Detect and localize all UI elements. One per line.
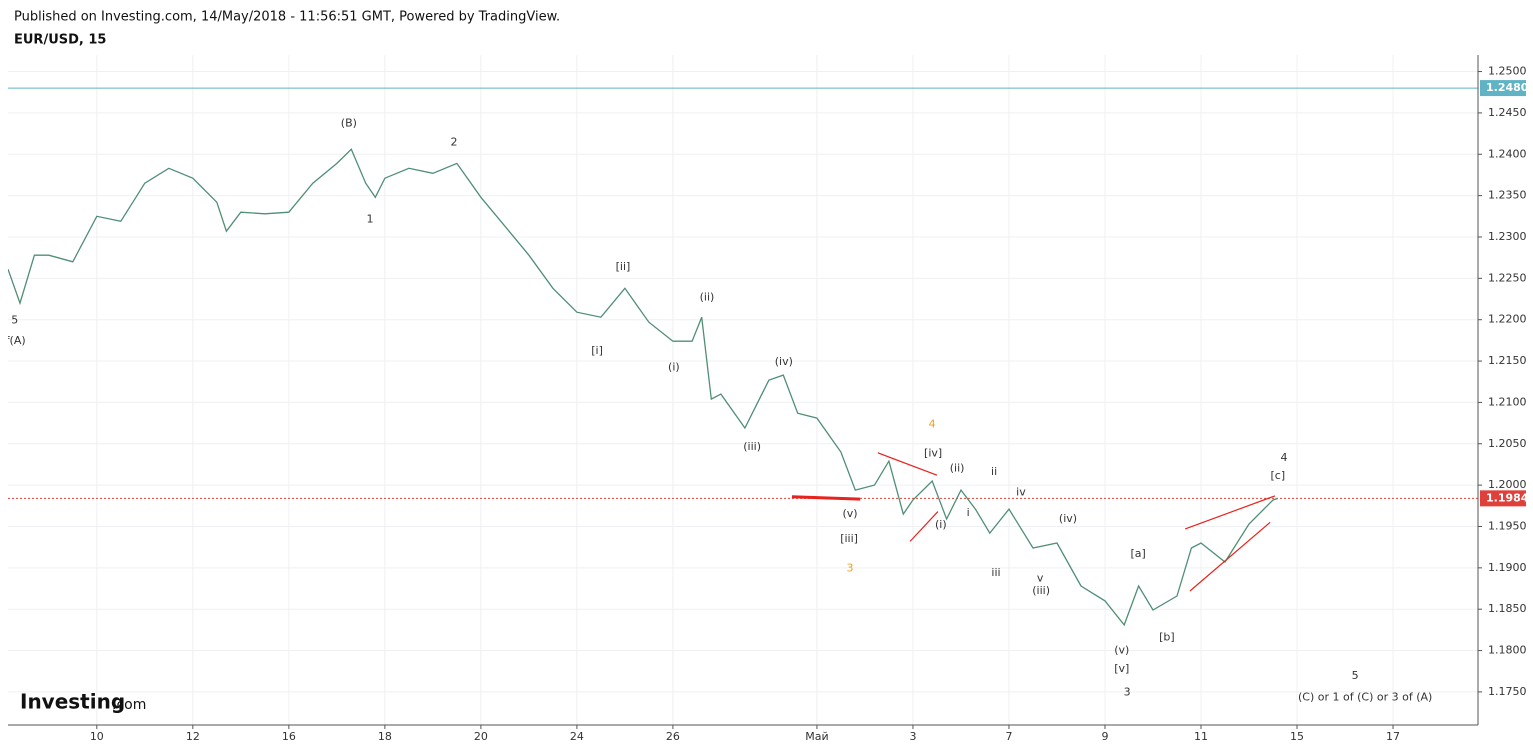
wave-label: 4 xyxy=(1281,451,1288,464)
published-note: Published on Investing.com, 14/May/2018 … xyxy=(14,10,560,25)
wave-label: [ii] xyxy=(616,260,631,273)
y-tick-label: 1.1950 xyxy=(1488,519,1527,532)
wave-label: (i) xyxy=(668,361,680,374)
wave-label: ii xyxy=(991,465,997,478)
y-tick-label: 1.2250 xyxy=(1488,271,1527,284)
wave-label: [b] xyxy=(1159,630,1175,643)
wave-label: 5 xyxy=(11,314,18,327)
logo-suffix: .com xyxy=(112,697,146,713)
wave-label: (B) xyxy=(341,117,357,130)
wave-label: (iii) xyxy=(1032,584,1050,597)
x-tick-label: 15 xyxy=(1290,730,1304,743)
x-tick-label: 11 xyxy=(1194,730,1208,743)
wave-label: [a] xyxy=(1130,547,1145,560)
y-tick-label: 1.1750 xyxy=(1488,685,1527,698)
wave-label: [v] xyxy=(1114,662,1129,675)
x-tick-label: 16 xyxy=(282,730,296,743)
x-tick-label: 7 xyxy=(1005,730,1012,743)
wave-label: (iii) xyxy=(743,440,761,453)
x-tick-label: 24 xyxy=(570,730,584,743)
y-tick-label: 1.2100 xyxy=(1488,395,1527,408)
chart-title: EUR/USD, 15 xyxy=(14,33,106,48)
y-tick-label: 1.2000 xyxy=(1488,478,1527,491)
x-tick-label: 26 xyxy=(666,730,680,743)
trendline xyxy=(791,495,861,501)
price-level-label: 1.1984 xyxy=(1486,491,1529,504)
wave-label: iii xyxy=(991,566,1000,579)
wave-label: [i] xyxy=(591,344,603,357)
wave-label: [iii] xyxy=(840,532,858,545)
trendline xyxy=(1189,521,1271,592)
wave-label: (iv) xyxy=(775,355,793,368)
wave-label: 2 xyxy=(450,136,457,149)
trendline xyxy=(1184,495,1276,530)
wave-label: (ii) xyxy=(950,462,965,475)
x-tick-label: 3 xyxy=(909,730,916,743)
y-tick-label: 1.1800 xyxy=(1488,644,1527,657)
wave-label: (v) xyxy=(1114,644,1129,657)
wave-label: [iv] xyxy=(924,447,942,460)
wave-label: 3 xyxy=(1124,686,1131,699)
price-level-label: 1.2480 xyxy=(1486,81,1529,94)
y-tick-label: 1.2300 xyxy=(1488,230,1527,243)
y-tick-label: 1.2200 xyxy=(1488,313,1527,326)
y-tick-label: 1.1850 xyxy=(1488,602,1527,615)
price-level-box xyxy=(1480,80,1526,97)
wave-label: 3 xyxy=(847,562,854,575)
wave-label: 1 xyxy=(366,213,373,226)
y-tick-label: 1.2150 xyxy=(1488,354,1527,367)
wave-label: 4 xyxy=(929,418,936,431)
wave-label: (iv) xyxy=(1059,512,1077,525)
x-tick-label: 12 xyxy=(186,730,200,743)
wave-label: i xyxy=(967,506,970,519)
x-tick-label: 10 xyxy=(90,730,104,743)
x-tick-label: Май xyxy=(805,730,828,743)
y-tick-label: 1.2050 xyxy=(1488,437,1527,450)
x-tick-label: 18 xyxy=(378,730,392,743)
price-level-box xyxy=(1480,490,1526,507)
trendline xyxy=(877,452,938,476)
logo: Investing xyxy=(20,690,125,714)
wave-label: v xyxy=(1037,572,1044,585)
wave-label: 5 xyxy=(1352,669,1359,682)
wave-label: (v) xyxy=(843,507,858,520)
x-tick-label: 9 xyxy=(1101,730,1108,743)
wave-label: f(A) xyxy=(6,334,26,347)
trendline xyxy=(909,511,939,542)
wave-label: (C) or 1 of (C) or 3 of (A) xyxy=(1298,691,1432,704)
y-tick-label: 1.2450 xyxy=(1488,106,1527,119)
wave-label: iv xyxy=(1016,486,1026,499)
x-tick-label: 17 xyxy=(1386,730,1400,743)
x-tick-label: 20 xyxy=(474,730,488,743)
y-tick-label: 1.2500 xyxy=(1488,65,1527,78)
price-line xyxy=(8,148,1279,627)
wave-label: (ii) xyxy=(700,290,715,303)
y-tick-label: 1.2350 xyxy=(1488,189,1527,202)
y-tick-label: 1.1900 xyxy=(1488,561,1527,574)
wave-label: (i) xyxy=(935,518,947,531)
wave-label: [c] xyxy=(1270,469,1285,482)
y-tick-label: 1.2400 xyxy=(1488,147,1527,160)
